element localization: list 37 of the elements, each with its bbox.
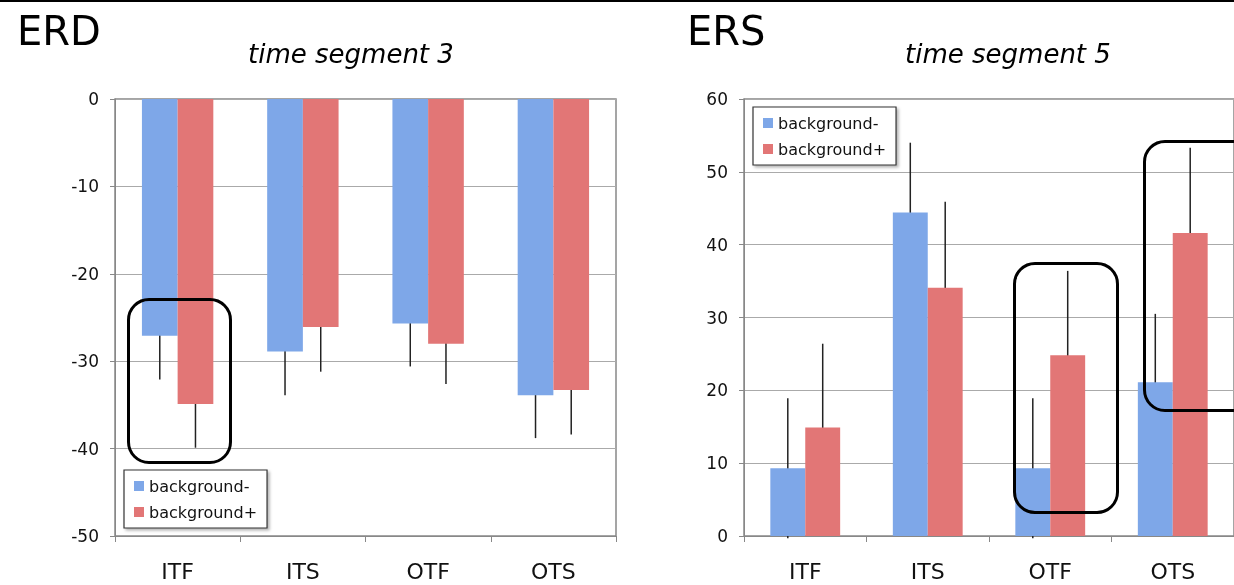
chart-subtitle: time segment 5 (905, 39, 1111, 69)
x-tick-label: ITS (285, 558, 320, 584)
bar (1015, 468, 1051, 536)
y-tick-label: -50 (71, 526, 99, 546)
x-tick-label: OTF (1028, 558, 1072, 584)
chart-title: ERS (687, 8, 766, 54)
bar (892, 212, 928, 536)
y-tick-label: 40 (706, 234, 728, 255)
y-tick-label: 10 (706, 453, 728, 474)
y-tick-label: 0 (88, 89, 99, 109)
y-tick-label: 50 (706, 161, 728, 182)
bar (1172, 233, 1208, 536)
bar (770, 468, 806, 536)
bar (927, 287, 963, 536)
y-tick-label: -30 (71, 351, 99, 372)
bar (805, 427, 841, 536)
legend-label: background+ (778, 139, 887, 159)
y-tick-label: 20 (706, 380, 728, 401)
y-tick-label: 0 (717, 526, 728, 546)
x-tick-label: ITF (788, 558, 822, 584)
bar (1137, 382, 1173, 536)
x-tick-label: OTF (406, 558, 450, 584)
legend-label: background- (778, 113, 879, 133)
y-tick-label: 30 (706, 307, 728, 328)
x-tick-label: ITF (161, 558, 194, 584)
y-tick-label: -10 (71, 176, 99, 197)
legend-label: background- (149, 476, 250, 496)
x-tick-label: OTS (1150, 558, 1196, 584)
chart-title: ERD (17, 8, 101, 54)
chart-subtitle: time segment 3 (248, 39, 454, 69)
bar (1050, 355, 1086, 536)
legend-label: background+ (149, 502, 258, 522)
y-tick-label: 60 (706, 89, 728, 109)
x-tick-label: ITS (910, 558, 945, 584)
y-tick-label: -20 (71, 263, 99, 284)
x-tick-label: OTS (531, 558, 576, 584)
y-tick-label: -40 (71, 438, 99, 459)
